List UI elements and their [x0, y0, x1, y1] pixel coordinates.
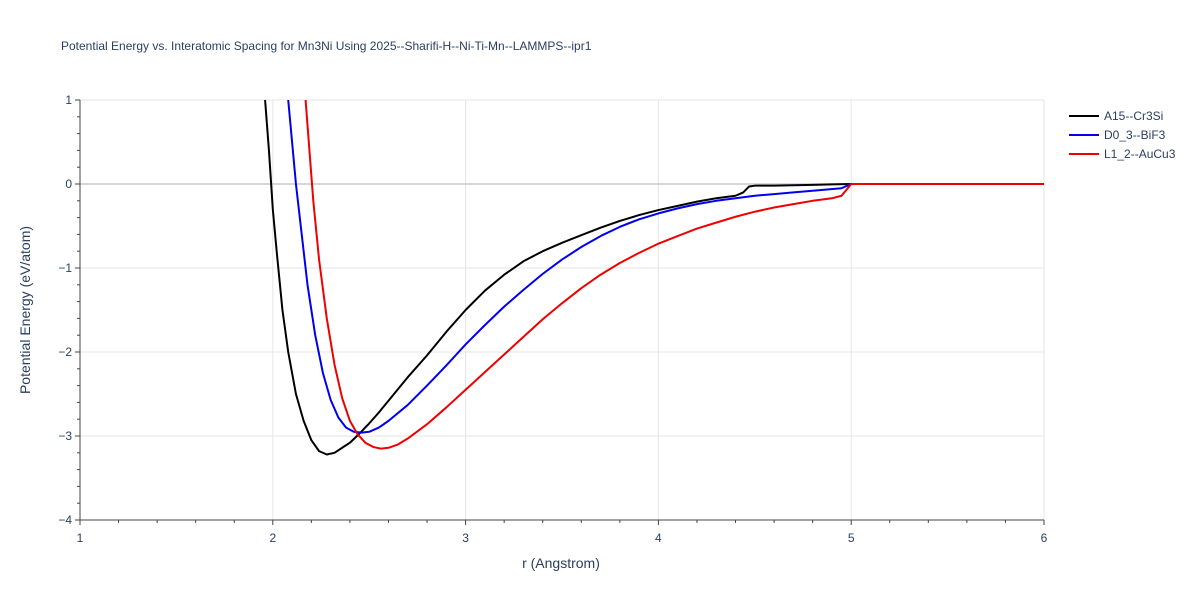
legend-label: L1_2--AuCu3	[1104, 147, 1176, 161]
tick-labels: 1 2 3 4 5 6 1 0 −1 −2 −3 −4	[58, 93, 1047, 545]
x-tick-label: 1	[77, 531, 84, 545]
x-tick-label: 3	[462, 531, 469, 545]
legend-label: D0_3--BiF3	[1104, 128, 1166, 142]
x-tick-label: 6	[1041, 531, 1048, 545]
axes	[75, 99, 1045, 525]
series-line-1[interactable]	[264, 100, 1044, 456]
x-tick-label: 4	[655, 531, 662, 545]
y-tick-label: 1	[65, 93, 72, 107]
legend-item[interactable]: A15--Cr3Si	[1069, 109, 1163, 123]
x-tick-label: 5	[848, 531, 855, 545]
legend-item[interactable]: L1_2--AuCu3	[1069, 147, 1176, 161]
plot-area[interactable]	[264, 100, 1044, 456]
legend-label: A15--Cr3Si	[1104, 109, 1163, 123]
legend[interactable]: A15--Cr3Si D0_3--BiF3 L1_2--AuCu3	[1069, 109, 1176, 161]
y-tick-label: −1	[58, 261, 72, 275]
y-tick-label: −4	[58, 513, 72, 527]
grid	[80, 99, 1045, 520]
y-tick-label: −2	[58, 345, 72, 359]
y-tick-label: −3	[58, 429, 72, 443]
series-line-2[interactable]	[287, 100, 1044, 434]
y-axis-title: Potential Energy (eV/atom)	[17, 226, 33, 394]
chart-title: Potential Energy vs. Interatomic Spacing…	[61, 39, 592, 53]
y-tick-label: 0	[65, 177, 72, 191]
x-axis-title: r (Angstrom)	[522, 555, 600, 571]
series-line-3[interactable]	[304, 100, 1044, 450]
x-tick-label: 2	[269, 531, 276, 545]
legend-item[interactable]: D0_3--BiF3	[1069, 128, 1166, 142]
